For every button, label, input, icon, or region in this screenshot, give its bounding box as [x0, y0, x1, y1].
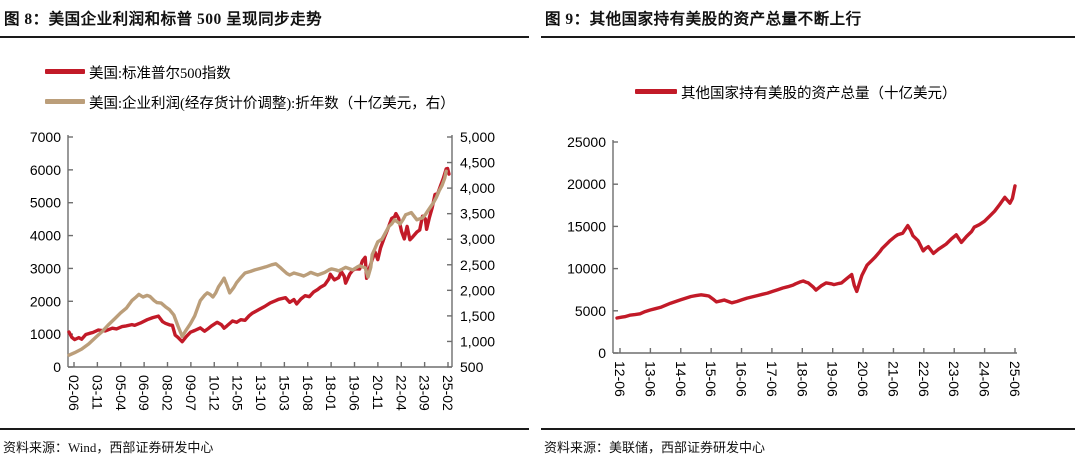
y-axis-tick-label: 15000 [567, 218, 606, 234]
y-axis-tick-label: 20000 [567, 176, 606, 192]
figure9-title: 图 9：其他国家持有美股的资产总量不断上行 [545, 11, 862, 28]
legend-label-foreign-holdings: 其他国家持有美股的资产总量（十亿美元） [681, 86, 957, 102]
right-axis-tick-label: 3,000 [460, 231, 495, 247]
y-axis-tick-label: 0 [53, 359, 61, 375]
y-axis-tick-label: 7000 [30, 129, 61, 145]
figure8-title-rule [0, 36, 529, 38]
right-axis-tick-label: 4,500 [460, 155, 495, 171]
x-axis-tick-label: 13-06 [642, 361, 658, 397]
x-axis-tick-label: 20-11 [370, 375, 386, 410]
x-axis-tick-label: 15-03 [276, 375, 292, 411]
x-axis-tick-label: 18-01 [323, 375, 339, 411]
x-axis-tick-label: 08-02 [160, 375, 176, 411]
x-axis-tick-label: 22-04 [393, 375, 409, 411]
sp500-index-line [67, 166, 451, 344]
x-axis-tick-label: 03-11 [89, 375, 105, 410]
legend-line-swatch [45, 69, 85, 74]
right-axis-tick-label: 4,000 [460, 180, 495, 196]
x-axis-tick-label: 16-08 [300, 375, 316, 411]
y-axis-tick-label: 3000 [30, 260, 61, 276]
figure8-source-rule [0, 428, 529, 430]
x-axis-tick-label: 02-06 [66, 375, 82, 411]
x-axis-tick-label: 12-05 [230, 375, 246, 411]
right-axis-tick-label: 2,000 [460, 282, 495, 298]
x-axis-tick-label: 17-06 [764, 361, 780, 397]
foreign-us-equity-holdings-line [615, 184, 1017, 320]
x-axis-tick-label: 23-09 [417, 375, 433, 411]
right-axis-tick-label: 1,000 [460, 333, 495, 349]
y-axis-tick-label: 6000 [30, 162, 61, 178]
x-axis-tick-label: 13-10 [253, 375, 269, 411]
x-axis-tick-label: 19-06 [825, 361, 841, 397]
x-axis-tick-label: 25-06 [1007, 361, 1023, 397]
figure9-chart: 0 5000 10000 15000 20000 25000 12-06 13-06 14-06… [567, 134, 1023, 397]
x-axis-tick-label: 22-06 [916, 361, 932, 397]
x-axis-tick-label: 23-06 [946, 361, 962, 397]
x-axis-tick-label: 21-06 [885, 361, 901, 397]
right-axis-tick-label: 2,500 [460, 257, 495, 273]
legend-line-swatch [635, 89, 677, 94]
x-axis-tick-label: 10-12 [206, 375, 222, 411]
x-axis-tick-label: 12-06 [612, 361, 628, 397]
y-axis-tick-label: 5000 [30, 195, 61, 211]
figure8-chart: 0 1000 2000 3000 4000 5000 6000 7000 500 1,000 1,5… [30, 129, 495, 411]
y-axis-tick-label: 1000 [30, 326, 61, 342]
x-axis-tick-label: 09-07 [183, 375, 199, 411]
y-axis-tick-label: 10000 [567, 261, 606, 277]
x-axis-tick-label: 05-04 [113, 375, 129, 411]
x-axis-tick-label: 24-06 [977, 361, 993, 397]
y-axis-tick-label: 4000 [30, 228, 61, 244]
x-axis-tick-label: 14-06 [673, 361, 689, 397]
corporate-profits-line [67, 169, 448, 357]
legend-label-sp500: 美国:标准普尔500指数 [89, 66, 231, 82]
right-axis-tick-label: 3,500 [460, 206, 495, 222]
figure9-source-note: 资料来源：美联储，西部证券研发中心 [544, 440, 766, 455]
x-axis-tick-label: 20-06 [855, 361, 871, 397]
x-axis-tick-label: 15-06 [703, 361, 719, 397]
y-axis-tick-label: 0 [598, 345, 606, 361]
x-axis-tick-label: 18-06 [794, 361, 810, 397]
y-axis-tick-label: 5000 [575, 303, 606, 319]
right-axis-tick-label: 5,000 [460, 129, 495, 145]
y-axis-tick-label: 2000 [30, 293, 61, 309]
x-axis-tick-label: 25-02 [440, 375, 456, 411]
legend-label-corporate-profits: 美国:企业利润(经存货计价调整):折年数（十亿美元，右） [89, 96, 455, 112]
figure9-source-rule [541, 428, 1075, 430]
right-axis-tick-label: 1,500 [460, 308, 495, 324]
figure8-title: 图 8：美国企业利润和标普 500 呈现同步走势 [4, 11, 323, 28]
figure8-source-note: 资料来源：Wind，西部证券研发中心 [3, 440, 214, 455]
x-axis-tick-label: 16-06 [734, 361, 750, 397]
figure9-title-rule [541, 36, 1075, 38]
right-axis-tick-label: 500 [460, 359, 484, 375]
x-axis-tick-label: 06-09 [136, 375, 152, 411]
x-axis-tick-label: 19-06 [347, 375, 363, 411]
legend-line-swatch [45, 99, 85, 104]
y-axis-tick-label: 25000 [567, 134, 606, 150]
